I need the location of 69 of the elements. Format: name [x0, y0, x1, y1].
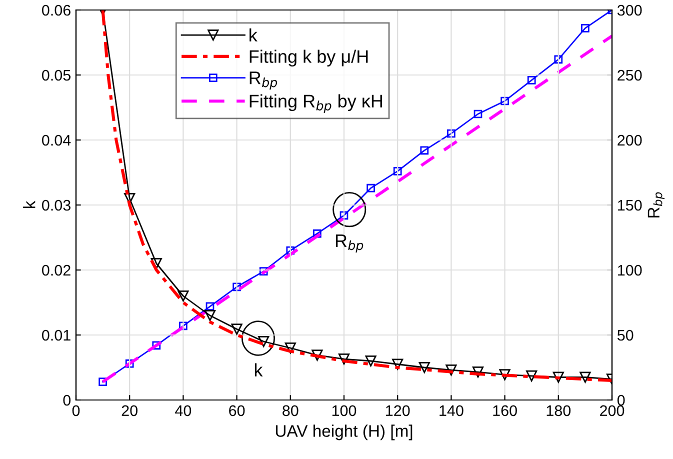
x-tick-label: 200	[600, 405, 624, 416]
point	[206, 302, 214, 311]
point	[393, 167, 402, 176]
x-tick-label: 100	[332, 405, 356, 416]
point	[178, 290, 189, 302]
point	[474, 110, 482, 118]
point	[204, 310, 216, 322]
point	[365, 355, 376, 367]
x-tick-label: 20	[122, 405, 138, 416]
y-tick-label: 0.04	[42, 134, 71, 146]
point	[312, 350, 323, 361]
x-tick-label: 180	[546, 405, 571, 416]
point	[527, 76, 536, 84]
y-tick-label: 0.02	[42, 264, 70, 276]
point	[581, 24, 590, 32]
x-tick-label: 60	[229, 405, 245, 416]
point	[340, 211, 348, 220]
point	[124, 192, 136, 204]
y2-tick-label: 200	[618, 134, 642, 146]
point	[366, 184, 375, 192]
point	[580, 372, 591, 383]
y-tick-label: 0	[63, 394, 71, 406]
y-axis-title: k	[23, 200, 36, 208]
y-tick-label: 0.06	[42, 4, 70, 16]
y2-tick-label: 300	[617, 4, 642, 16]
x-tick-label: 40	[175, 405, 192, 416]
y2-tick-label: 0	[617, 394, 625, 406]
point	[98, 378, 107, 386]
point	[552, 372, 564, 383]
y2-tick-label: 50	[617, 330, 634, 341]
point	[313, 229, 322, 238]
point	[472, 366, 484, 378]
point	[420, 146, 429, 155]
point	[286, 246, 295, 255]
legend-label: Fitting R$_{bp}$ by κH	[250, 94, 382, 113]
point	[499, 369, 510, 380]
point	[284, 342, 296, 354]
x-tick-label: 80	[282, 405, 298, 416]
point	[152, 341, 161, 350]
point	[179, 322, 188, 330]
x-tick-label: 0	[72, 405, 80, 416]
point	[554, 55, 563, 64]
point	[500, 96, 509, 106]
point	[232, 282, 241, 292]
annotation: k	[254, 363, 263, 376]
x-tick-label: 160	[493, 405, 517, 416]
y-tick-label: 0.05	[42, 70, 70, 81]
x-tick-label: 140	[440, 405, 464, 416]
legend-label: Fitting k by μ/H	[250, 50, 368, 67]
x-axis-title: UAV height (H) [m]	[276, 424, 412, 440]
y-tick-label: 0.03	[42, 200, 70, 211]
point	[446, 364, 457, 376]
point	[447, 129, 456, 138]
point	[125, 359, 134, 368]
y2-tick-label: 150	[618, 200, 642, 211]
y-tick-label: 0.01	[42, 330, 70, 341]
point	[392, 358, 404, 370]
legend-label: R$_{bp}$	[250, 72, 278, 90]
y2-tick-label: 250	[618, 70, 642, 81]
point	[526, 370, 538, 382]
point	[338, 353, 350, 365]
y2-tick-label: 100	[618, 264, 642, 276]
point	[259, 267, 268, 276]
y2-axis-title: R$_{bp}$	[648, 192, 665, 218]
x-tick-label: 120	[386, 405, 410, 416]
point	[418, 362, 430, 374]
annotation: R$_{bp}$	[336, 234, 364, 253]
legend-label: k	[250, 28, 258, 42]
point	[231, 324, 242, 335]
